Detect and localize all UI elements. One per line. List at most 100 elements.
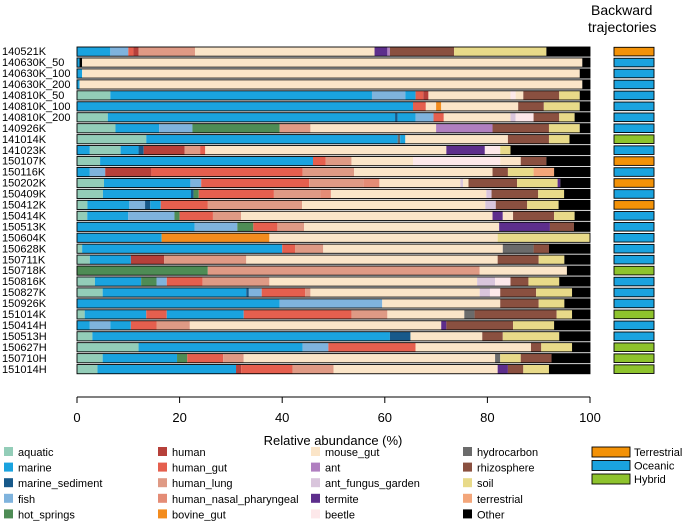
bar-segment-termite [446,145,485,155]
bar-segment-marine-sediment [246,287,249,298]
x-tick-label: 20 [172,410,186,425]
bar-segment-marine [77,79,80,90]
bar-segment-soil [500,145,511,155]
bar-segment-soil [454,47,547,57]
row-label: 150816K [2,276,47,288]
bar-segment-aquatic [77,244,83,254]
bar-segment-marine [77,298,280,309]
bar-segment-rhizosphere [492,123,549,133]
bar-segment-ant-fungus-garden [510,112,516,122]
bar-segment-soil [559,90,580,100]
bar-segment-bovine-gut [161,233,270,243]
bar-segment-Other [551,353,590,363]
trajectory-marker-oceanic [613,68,655,79]
bar-segment-marine [400,134,406,144]
bar-segment-human-lung [184,145,201,155]
bar-segment-marine [84,309,147,319]
bar-segment-human [133,47,139,57]
bar-segment-rhizosphere [523,90,560,100]
bar-segment-mouse-gut [410,331,483,341]
bar-segment-marine [166,309,244,319]
row-label: 150926K [2,298,47,310]
bar-outline [76,145,591,156]
bar-segment-marine [87,200,130,210]
trajectory-marker-oceanic [613,112,655,123]
bar-segment-ant [387,47,390,57]
row-label: 140810K_200 [2,112,71,124]
bar-segment-rhizosphere [520,156,547,166]
row-label: 140810K_100 [2,101,71,113]
bar-segment-rhizosphere [549,222,574,232]
bar-segment-soil [517,178,558,188]
bar-segment-soil [497,233,590,243]
bar-segment-rhizosphere [520,353,552,363]
bar-segment-Other [579,90,590,100]
bar-segment-human-gut [179,211,213,221]
bar-segment-Other [579,68,590,79]
legend-label: termite [325,494,359,506]
trajectory-marker-oceanic [613,123,655,133]
bar-segment-soil [507,167,534,177]
trajectory-marker-oceanic [613,90,655,101]
bar-segment-human-gut [198,189,274,199]
bar-segment-beetle [413,156,501,166]
legend-label: bovine_gut [172,509,226,521]
row-label: 150116K [2,167,46,179]
bar-outline [76,221,591,232]
bar-segment-mouse-gut [79,79,583,90]
bar-segment-human-lung [212,211,242,221]
bar-outline [76,46,591,57]
bar-outline [76,112,591,123]
bar-segment-Other [554,320,590,330]
row-label: 150414H [2,320,47,332]
bar-segment-termite [557,178,561,188]
bar-segment-Other [560,178,590,188]
bar-outline [76,254,591,265]
bar-segment-human-lung [156,320,190,330]
bar-segment-mouse-gut [241,211,493,221]
bar-segment-fish [159,123,193,133]
bar-segment-human-gut [160,200,208,210]
legend-label: mouse_gut [325,447,379,459]
bar-segment-rhizosphere [495,200,528,210]
bar-segment-human-nasal-pharyngeal [363,178,380,188]
bar-segment-human-nasal-pharyngeal [320,189,331,199]
bar-segment-human [423,90,429,100]
bar-segment-marine [94,276,142,287]
bar-segment-aquatic [77,287,103,298]
bar-segment-mouse-gut [387,309,465,319]
bar-outline [76,276,591,287]
bar-segment-terrestrial [533,167,555,177]
bar-segment-rhizosphere [518,101,544,111]
bar-segment-human [143,145,185,155]
bar-segment-Other [548,364,590,374]
bar-segment-human-lung [302,167,355,177]
legend-swatch-human-lung [158,478,167,488]
bar-segment-marine [115,123,160,133]
bar-segment-marine [397,112,416,122]
bar-segment-Other [510,145,590,155]
legend-swatch-marine [4,462,13,472]
bar-segment-soil [556,309,573,319]
bar-segment-human-gut [166,276,203,287]
legend-label: beetle [325,509,355,521]
bar-segment-Other [559,276,590,287]
bar-outline [76,90,591,101]
bar-segment-soil [554,211,575,221]
bar-segment-marine [87,211,129,221]
legend-swatch-ant [311,462,320,472]
bar-segment-mouse-gut [479,266,567,276]
bar-segment-rhizosphere [474,309,557,319]
bar-segment-Other [558,200,590,210]
legend-label: hot_springs [18,509,75,521]
bar-segment-human-gut [413,101,426,111]
bar-segment-marine [77,320,90,330]
row-label: 150513K [2,221,47,233]
bar-segment-human-lung [295,244,324,254]
legend-swatch-marine-sediment [4,478,13,488]
bar-segment-human-gut [187,353,224,363]
row-label: 140630K_200 [2,79,71,91]
bar-segment-beetle [495,276,511,287]
bar-segment-mouse-gut [443,112,511,122]
bar-segment-termite [499,222,550,232]
